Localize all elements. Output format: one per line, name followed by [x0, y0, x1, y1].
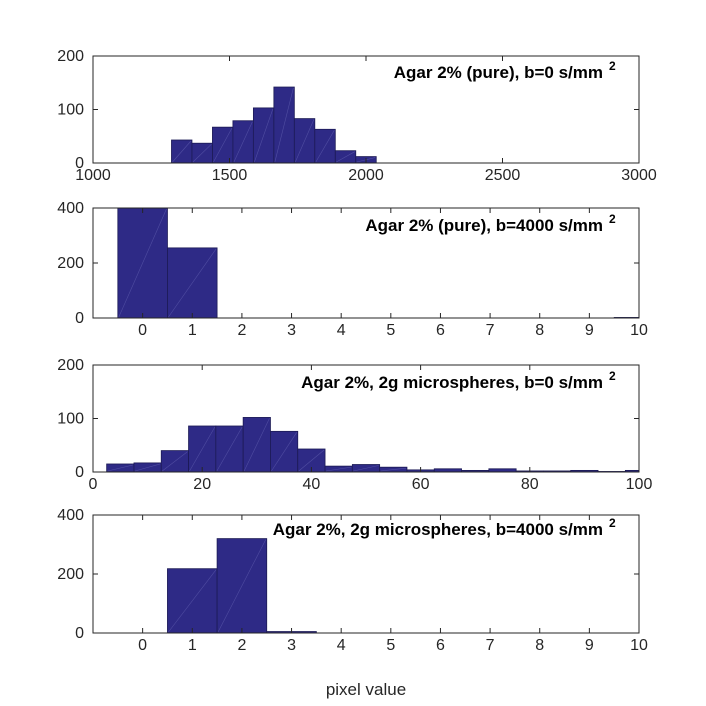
panel-title-superscript: 2 [609, 369, 616, 383]
x-tick-label: 3 [287, 637, 296, 654]
histogram-panel-2: 0 1 2 3 4 5 6 7 8 9 10 0 200 400 Agar 2% (pure), b=400… [57, 200, 648, 339]
histogram-panel-1: 1000 1500 2000 2500 3000 0 100 200 Agar 2% (pure… [57, 48, 657, 184]
x-tick-label: 0 [138, 322, 147, 339]
histogram-bar [488, 468, 517, 472]
panel-title-superscript: 2 [609, 59, 616, 73]
x-tick-label: 4 [337, 322, 346, 339]
x-tick-label: 0 [89, 476, 98, 493]
x-tick-label: 8 [535, 322, 544, 339]
y-tick-label: 0 [75, 464, 84, 481]
bar-sheen-line [213, 128, 233, 163]
y-tick-label: 200 [57, 48, 84, 65]
y-tick-label: 200 [57, 357, 84, 374]
bar-sheen-line [336, 151, 355, 163]
bar-sheen-line [162, 451, 188, 472]
x-tick-label: 2 [237, 637, 246, 654]
bar-sheen-line [216, 426, 243, 472]
panel-title-superscript: 2 [609, 212, 616, 226]
x-tick-label: 10 [630, 637, 648, 654]
bar-sheen-line [172, 140, 192, 163]
x-tick-label: 2000 [348, 167, 384, 184]
bar-sheen-line [295, 119, 315, 163]
panel-title: Agar 2% (pure), b=4000 s/mm [365, 216, 603, 235]
x-tick-label: 9 [585, 637, 594, 654]
x-tick-label: 3 [287, 322, 296, 339]
x-tick-label: 0 [138, 637, 147, 654]
y-tick-label: 200 [57, 566, 84, 583]
x-tick-label: 3000 [621, 167, 657, 184]
bar-sheen-line [380, 467, 406, 472]
panel-title: Agar 2% (pure), b=0 s/mm [394, 63, 603, 82]
bar-sheen-line [243, 418, 270, 472]
bar-sheen-line [217, 539, 266, 633]
x-tick-label: 10 [630, 322, 648, 339]
x-tick-label: 1 [188, 637, 197, 654]
bar-sheen-line [168, 569, 217, 633]
y-tick-label: 0 [75, 625, 84, 642]
figure-x-axis-label: pixel value [326, 680, 406, 699]
bar-group [171, 86, 377, 163]
x-tick-label: 4 [337, 637, 346, 654]
x-tick-label: 6 [436, 637, 445, 654]
x-tick-label: 1 [188, 322, 197, 339]
y-tick-label: 0 [75, 310, 84, 327]
bar-sheen-line [189, 426, 216, 472]
x-tick-label: 2 [237, 322, 246, 339]
bar-sheen-line [233, 121, 253, 163]
bar-sheen-line [298, 449, 325, 472]
x-tick-label: 40 [303, 476, 321, 493]
x-tick-label: 1500 [212, 167, 248, 184]
bar-sheen-line [326, 466, 352, 472]
x-tick-label: 80 [521, 476, 539, 493]
y-tick-label: 400 [57, 507, 84, 524]
bar-sheen-line [274, 87, 294, 163]
y-tick-label: 400 [57, 200, 84, 217]
x-tick-label: 6 [436, 322, 445, 339]
y-tick-label: 100 [57, 411, 84, 428]
panel-title: Agar 2%, 2g microspheres, b=0 s/mm [301, 373, 603, 392]
panel-title-superscript: 2 [609, 516, 616, 530]
bar-sheen-line [134, 463, 161, 472]
y-tick-label: 200 [57, 255, 84, 272]
x-tick-label: 8 [535, 637, 544, 654]
bar-sheen-line [107, 464, 134, 472]
bar-group [167, 538, 317, 633]
x-tick-label: 100 [626, 476, 653, 493]
bar-sheen-line [353, 465, 379, 472]
x-tick-label: 5 [386, 637, 395, 654]
x-tick-label: 7 [486, 322, 495, 339]
panel-title: Agar 2%, 2g microspheres, b=4000 s/mm [273, 520, 603, 539]
x-tick-label: 1000 [75, 167, 111, 184]
bar-sheen-line [315, 130, 335, 163]
x-tick-label: 5 [386, 322, 395, 339]
x-tick-label: 20 [193, 476, 211, 493]
bar-sheen-line [168, 248, 217, 318]
x-tick-label: 60 [412, 476, 430, 493]
bar-group [117, 208, 639, 318]
bar-sheen-line [192, 143, 212, 163]
histogram-panel-3: 0 20 40 60 80 100 0 100 200 Agar 2%, 2g microsphe… [57, 357, 652, 493]
bar-sheen-line [254, 108, 274, 163]
x-tick-label: 7 [486, 637, 495, 654]
x-tick-label: 2500 [485, 167, 521, 184]
x-tick-label: 9 [585, 322, 594, 339]
bar-sheen-line [271, 432, 298, 472]
y-tick-label: 0 [75, 155, 84, 172]
histogram-panel-4: 0 1 2 3 4 5 6 7 8 9 10 0 200 400 Agar 2%, 2g microsphe… [57, 507, 648, 654]
bar-group [106, 417, 639, 472]
y-tick-label: 100 [57, 102, 84, 119]
bar-sheen-line [118, 208, 167, 318]
